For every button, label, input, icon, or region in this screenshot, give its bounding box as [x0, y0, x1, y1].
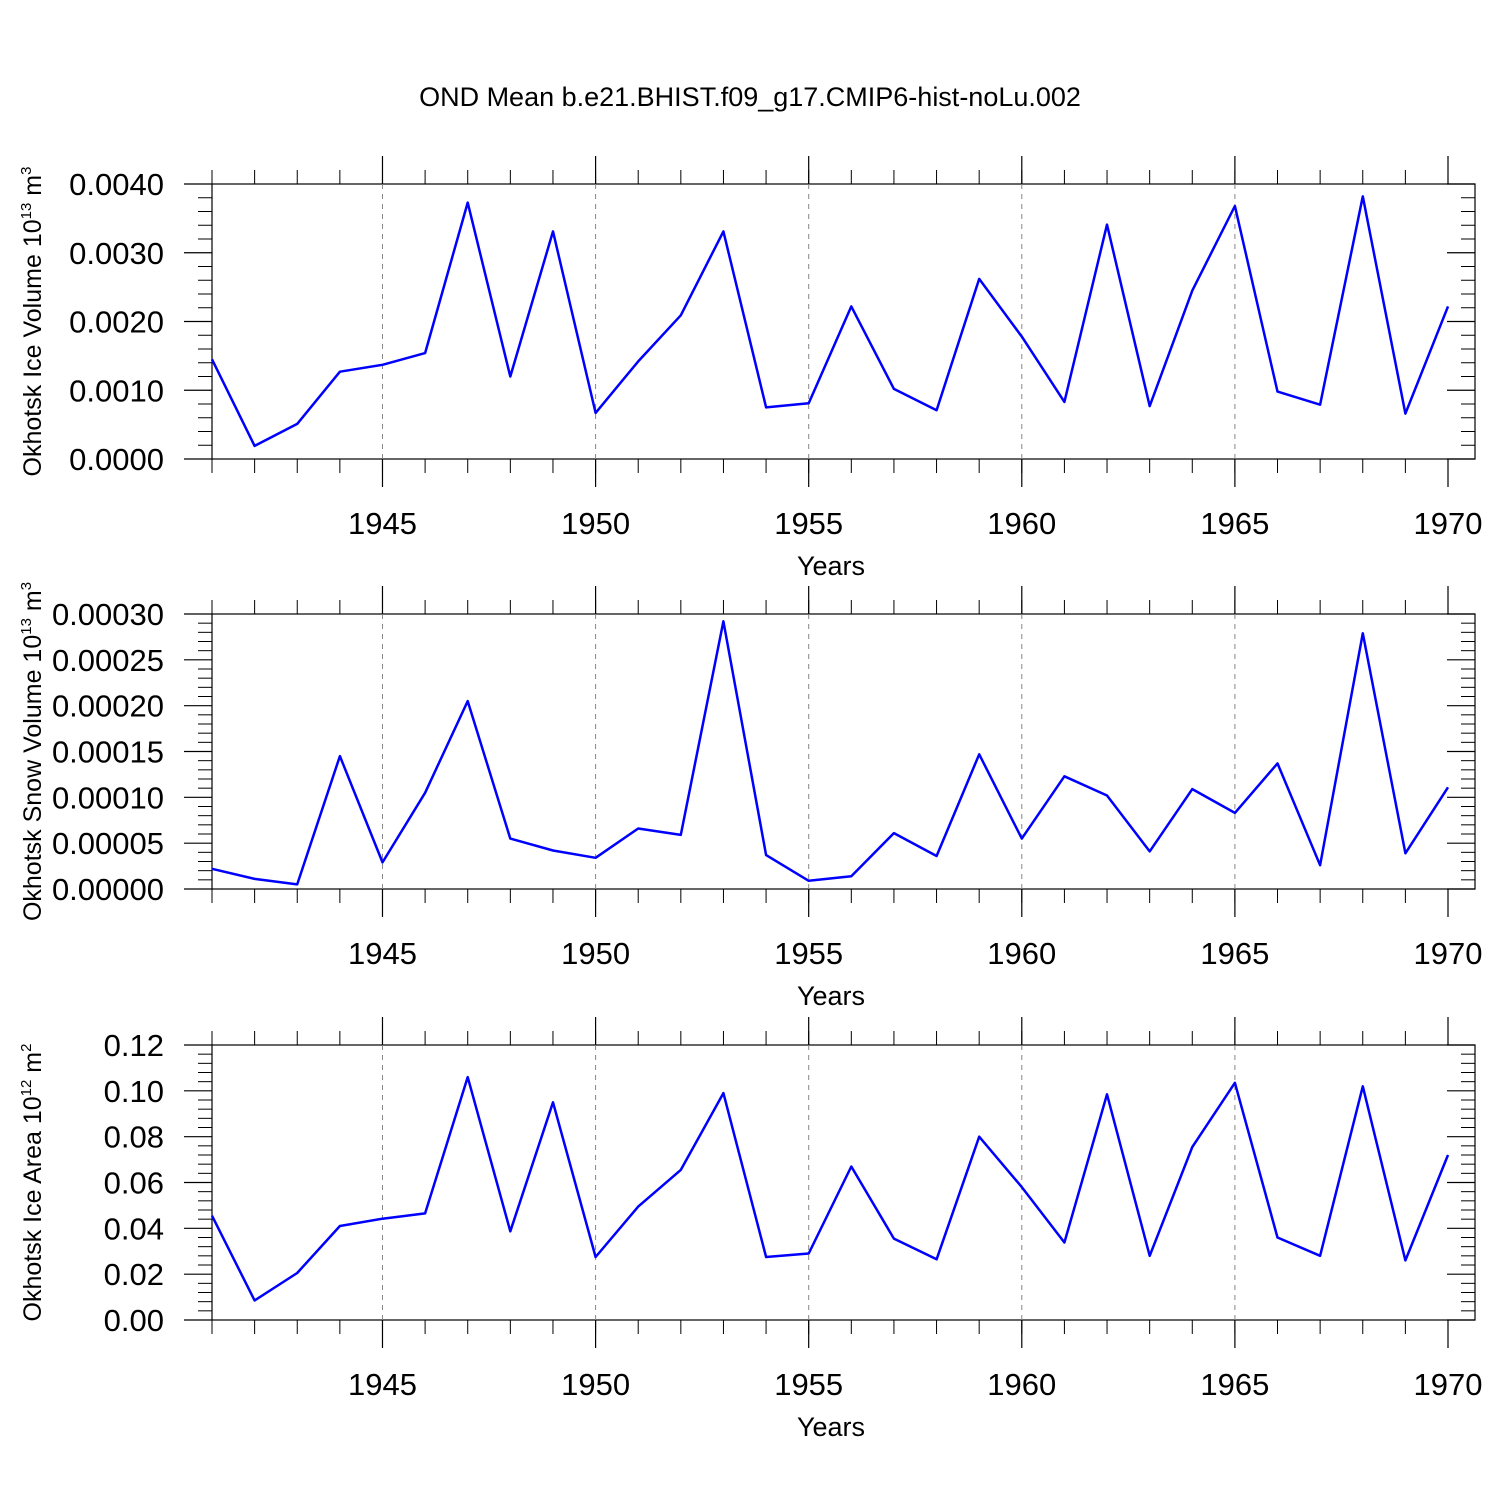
y-tick-label: 0.0030: [69, 236, 164, 271]
x-tick-label: 1960: [987, 936, 1056, 971]
y-tick-label: 0.00030: [52, 597, 164, 632]
x-tick-label: 1955: [774, 506, 843, 541]
y-tick-label: 0.00020: [52, 689, 164, 724]
x-axis-label: Years: [797, 981, 865, 1011]
x-tick-label: 1960: [987, 1367, 1056, 1402]
y-tick-label: 0.0040: [69, 167, 164, 202]
y-tick-label: 0.04: [104, 1211, 164, 1246]
x-tick-label: 1970: [1414, 1367, 1483, 1402]
x-tick-label: 1945: [348, 506, 417, 541]
y-tick-label: 0.0020: [69, 305, 164, 340]
x-tick-label: 1955: [774, 936, 843, 971]
x-axis-label: Years: [797, 1412, 865, 1442]
y-tick-label: 0.0000: [69, 442, 164, 477]
x-tick-label: 1955: [774, 1367, 843, 1402]
y-tick-label: 0.12: [104, 1028, 164, 1063]
x-tick-label: 1965: [1200, 936, 1269, 971]
series-line: [210, 195, 1450, 448]
panel-ice-area: 1945 1950 1955 1960 1965 1970 0.00 0.02 0.04 0.06…: [18, 1017, 1482, 1442]
panel-ice-volume: 1945 1950 1955 1960 1965 1970 0.0000 0.0010 0.00…: [18, 156, 1482, 581]
y-tick-label: 0.00000: [52, 872, 164, 907]
y-axis-label: Okhotsk Ice Volume 1013 m3: [18, 167, 47, 477]
y-tick-label: 0.00010: [52, 780, 164, 815]
y-tick-label: 0.10: [104, 1074, 164, 1109]
y-tick-label: 0.00005: [52, 826, 164, 861]
x-tick-label: 1970: [1414, 506, 1483, 541]
y-axis-label: Okhotsk Snow Volume 1013 m3: [18, 582, 47, 921]
x-tick-label: 1945: [348, 1367, 417, 1402]
series-line: [211, 620, 1450, 886]
x-tick-label: 1960: [987, 506, 1056, 541]
y-tick-label: 0.06: [104, 1166, 164, 1201]
y-tick-label: 0.0010: [69, 373, 164, 408]
x-axis-label: Years: [797, 551, 865, 581]
x-tick-label: 1965: [1200, 1367, 1269, 1402]
x-tick-label: 1950: [561, 506, 630, 541]
x-tick-label: 1950: [561, 1367, 630, 1402]
panel-snow-volume: 1945 1950 1955 1960 1965 1970 0.00000 0.00005 0.…: [18, 582, 1482, 1011]
y-tick-label: 0.02: [104, 1257, 164, 1292]
y-tick-label: 0.00: [104, 1303, 164, 1338]
x-tick-label: 1965: [1200, 506, 1269, 541]
y-tick-label: 0.00015: [52, 735, 164, 770]
x-tick-label: 1970: [1414, 936, 1483, 971]
x-tick-label: 1945: [348, 936, 417, 971]
x-tick-label: 1950: [561, 936, 630, 971]
y-tick-label: 0.08: [104, 1120, 164, 1155]
figure-title: OND Mean b.e21.BHIST.f09_g17.CMIP6-hist-…: [419, 82, 1081, 112]
series-line: [210, 1075, 1450, 1302]
plot-frame: [211, 613, 1476, 890]
y-axis-label: Okhotsk Ice Area 1012 m2: [18, 1044, 47, 1322]
y-tick-label: 0.00025: [52, 643, 164, 678]
